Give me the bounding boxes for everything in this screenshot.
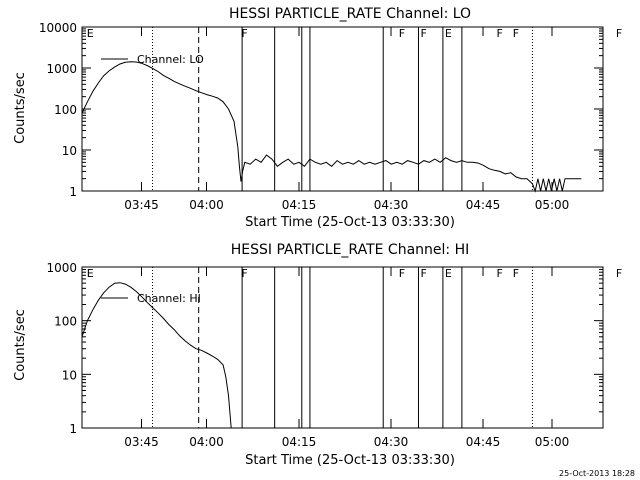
panel-lo-xtick-label: 05:00 [535, 198, 570, 212]
panel-hi-legend-label: Channel: HI [137, 292, 201, 305]
panel-lo-ytick-label: 1000 [46, 62, 77, 76]
panel-lo-xtick-label: 04:45 [466, 198, 501, 212]
panel-hi-flag: E [445, 267, 452, 280]
panel-hi-xtick-label: 05:00 [535, 435, 570, 449]
panel-lo-flag: F [616, 27, 622, 40]
panel-hi-title: HESSI PARTICLE_RATE Channel: HI [231, 242, 469, 258]
panel-lo-ylabel: Counts/sec [13, 72, 28, 144]
panel-hi-flag: F [616, 267, 622, 280]
panel-lo-ytick-label: 1 [69, 185, 77, 199]
panel-hi-ytick-label: 100 [54, 315, 77, 329]
panel-hi-xtick-label: 03:45 [124, 435, 159, 449]
panel-hi-ytick-label: 10 [62, 368, 77, 382]
panel-lo-ytick-label: 10000 [39, 21, 77, 35]
panel-lo-flag: F [513, 27, 519, 40]
panel-hi-flag: F [496, 267, 502, 280]
panel-lo-flag: E [445, 27, 452, 40]
panel-lo-series-line [81, 61, 582, 193]
panel-hi: 1 10 100 1000 03:45 04:00 04:15 04:30 04:45 05:00… [46, 261, 622, 449]
panel-hi-ytick-label: 1 [69, 422, 77, 436]
panel-lo-ytick-label: 100 [54, 103, 77, 117]
panel-lo-frame [81, 26, 604, 192]
panel-hi-frame [81, 266, 604, 429]
panel-hi-xtick-label: 04:30 [374, 435, 409, 449]
panel-lo-xlabel: Start Time (25-Oct-13 03:33:30) [245, 215, 455, 230]
panel-lo-flag: F [241, 27, 247, 40]
panel-hi-flag: E [87, 267, 94, 280]
panel-hi-flag: F [513, 267, 519, 280]
panel-hi-xtick-label: 04:45 [466, 435, 501, 449]
panel-hi-ytick-label: 1000 [46, 261, 77, 275]
panel-lo-flag: F [399, 27, 405, 40]
panel-lo-ytick-label: 10 [62, 144, 77, 158]
timestamp: 25-Oct-2013 18:28 [559, 469, 635, 478]
panel-hi-flag: F [399, 267, 405, 280]
panel-hi-xtick-label: 04:15 [282, 435, 317, 449]
panel-hi-series-line [81, 282, 232, 429]
panel-lo-flag: F [496, 27, 502, 40]
panel-hi-xlabel: Start Time (25-Oct-13 03:33:30) [245, 453, 455, 468]
panel-lo: 1 10 100 1000 10000 03:45 04:00 04:15 04:30 04:45… [39, 21, 622, 212]
panel-hi-ylabel: Counts/sec [13, 309, 28, 381]
panel-lo-xtick-label: 03:45 [124, 198, 159, 212]
panel-hi-flag: F [241, 267, 247, 280]
panel-lo-title: HESSI PARTICLE_RATE Channel: LO [229, 6, 471, 22]
panel-hi-flag: F [420, 267, 426, 280]
panel-hi-xtick-label: 04:00 [189, 435, 224, 449]
panel-lo-flag: F [420, 27, 426, 40]
panel-lo-xtick-label: 04:00 [189, 198, 224, 212]
panel-lo-legend-label: Channel: LO [137, 53, 204, 66]
panel-lo-xtick-label: 04:15 [282, 198, 317, 212]
panel-lo-flag: E [87, 27, 94, 40]
panel-lo-xtick-label: 04:30 [374, 198, 409, 212]
